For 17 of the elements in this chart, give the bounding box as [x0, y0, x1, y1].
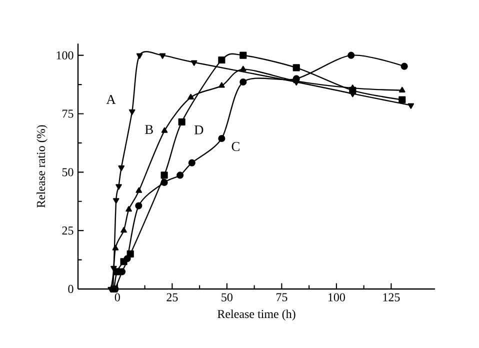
series-label: D — [194, 126, 204, 134]
series-label: A — [106, 95, 116, 104]
x-tick-label: 0 — [114, 293, 120, 302]
x-tick-label: 125 — [383, 293, 400, 302]
series-label: C — [232, 142, 240, 151]
y-tick-label: 25 — [62, 226, 74, 235]
y-tick-label: 100 — [56, 51, 74, 60]
y-tick-label: 75 — [62, 110, 74, 118]
series-label: B — [145, 125, 153, 134]
y-axis-title: Release ratio (%) — [36, 125, 48, 208]
x-tick-label: 25 — [166, 293, 178, 302]
x-tick-label: 100 — [328, 293, 345, 302]
x-axis-title: Release time (h) — [218, 310, 296, 320]
x-tick-label: 75 — [276, 293, 288, 302]
x-tick-label: 50 — [222, 293, 232, 302]
y-tick-label: 0 — [68, 284, 74, 294]
y-tick-label: 50 — [62, 168, 74, 176]
